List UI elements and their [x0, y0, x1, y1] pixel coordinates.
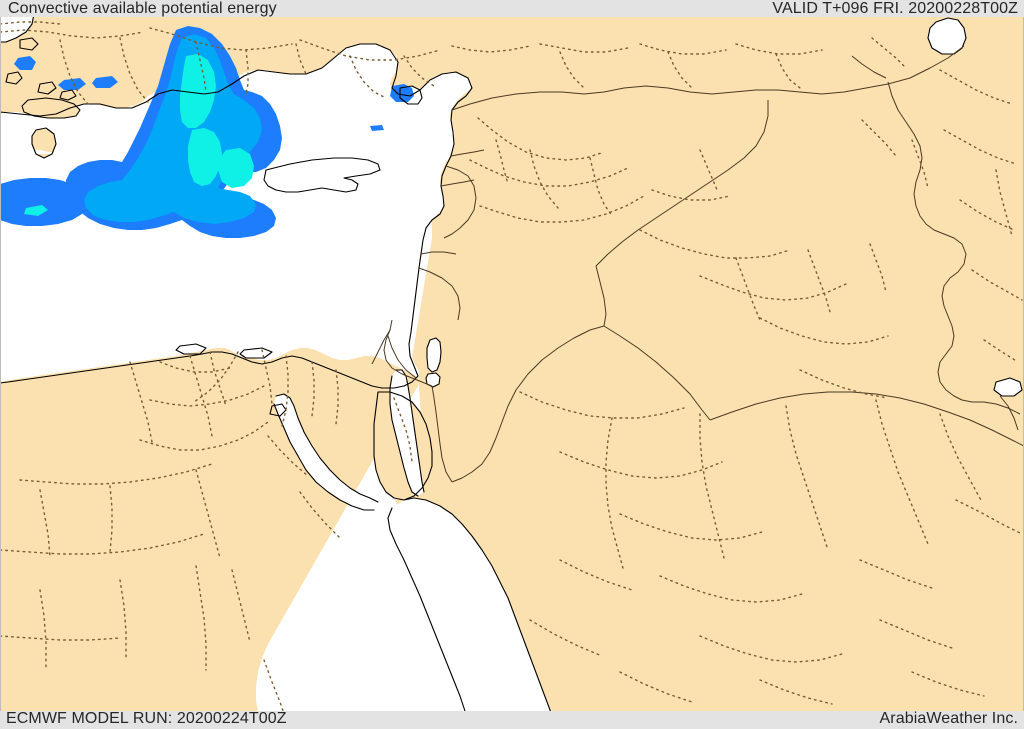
- page-title: Convective available potential energy: [8, 0, 277, 17]
- red-sea: [388, 498, 556, 729]
- lake-right-edge: [994, 378, 1022, 396]
- cape-band-3: [24, 54, 254, 216]
- footer-bar: ECMWF MODEL RUN: 20200224T00Z ArabiaWeat…: [0, 711, 1024, 729]
- cape-contours: [0, 26, 414, 238]
- admin-boundaries: [0, 21, 1023, 721]
- mediterranean-sea: [0, 110, 454, 186]
- lake-urmia: [928, 18, 966, 54]
- dead-sea-south: [426, 373, 440, 387]
- dead-sea: [427, 338, 441, 372]
- attribution-label: ArabiaWeather Inc.: [879, 711, 1018, 727]
- cape-band-2: [84, 34, 262, 224]
- gulf-of-aqaba: [390, 370, 424, 496]
- island-crete: [22, 98, 80, 118]
- national-borders: [371, 45, 1024, 483]
- header-bar: Convective available potential energy VA…: [0, 0, 1024, 17]
- model-run-label: ECMWF MODEL RUN: 20200224T00Z: [6, 711, 287, 727]
- valid-time-label: VALID T+096 FRI. 20200228T00Z: [772, 0, 1018, 17]
- landmass-africa: [0, 348, 420, 729]
